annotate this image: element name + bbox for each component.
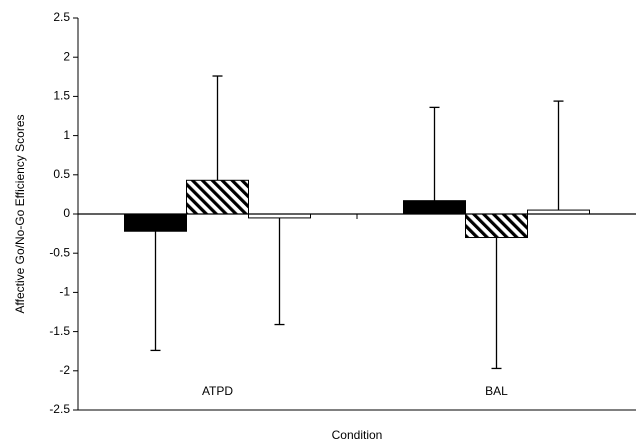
y-tick-label: 2: [63, 49, 70, 63]
y-tick-label: 0.5: [53, 167, 70, 181]
bar: [465, 213, 528, 239]
x-axis-label: Condition: [332, 428, 383, 442]
y-tick-label: 1: [63, 128, 70, 142]
category-label: BAL: [485, 384, 508, 398]
bar: [124, 213, 187, 232]
y-tick-label: 1.5: [53, 89, 70, 103]
y-tick-label: -0.5: [49, 245, 70, 259]
y-axis-label: Affective Go/No-Go Efficiency Scores: [13, 115, 27, 314]
bar: [186, 179, 249, 215]
bar: [403, 200, 466, 215]
y-tick-label: 2.5: [53, 10, 70, 24]
y-tick-label: -2.5: [49, 402, 70, 416]
category-label: ATPD: [202, 384, 233, 398]
y-tick-label: 0: [63, 206, 70, 220]
y-tick-label: -1: [59, 285, 70, 299]
y-tick-label: -2: [59, 363, 70, 377]
y-tick-label: -1.5: [49, 324, 70, 338]
